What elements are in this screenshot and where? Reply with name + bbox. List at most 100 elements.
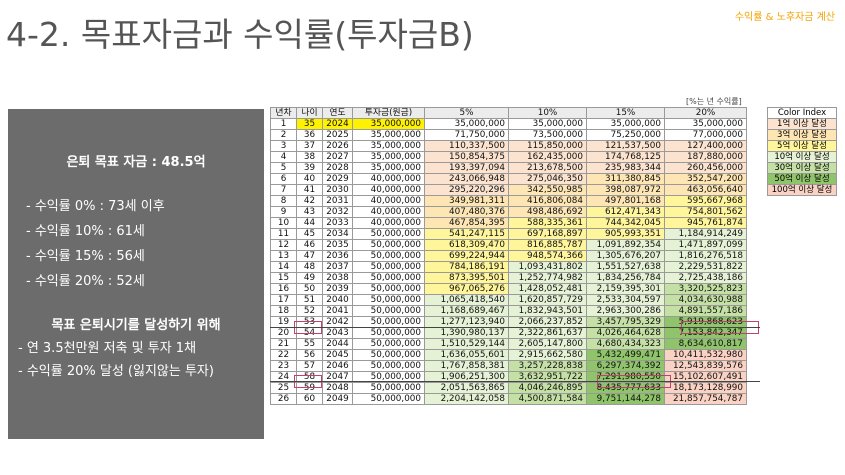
cell-year-index: 5 — [270, 162, 297, 174]
cell-value-5pct: 1,510,529,144 — [424, 338, 509, 350]
table-row: 1 35 2024 35,000,000 35,000,000 35,000,000 35,… — [270, 118, 747, 130]
table-row: 17 51 2040 50,000,000 1,065,418,540 1,620,857… — [270, 294, 747, 306]
cell-age: 40 — [296, 173, 323, 185]
cell-year: 2044 — [322, 338, 353, 350]
cell-age: 56 — [296, 349, 323, 361]
table-row: 3 37 2026 35,000,000 110,337,500 115,850,000 1… — [270, 140, 747, 152]
cell-year-index: 17 — [270, 294, 297, 306]
col-year-index: 년차 — [270, 107, 297, 119]
cell-age: 52 — [296, 305, 323, 317]
cell-principal: 50,000,000 — [352, 327, 425, 339]
cell-year-index: 13 — [270, 250, 297, 262]
cell-year: 2025 — [322, 129, 353, 141]
plan-bullet-1: - 연 3.5천만원 저축 및 투자 1채 — [18, 341, 197, 356]
cell-age: 39 — [296, 162, 323, 174]
cell-year-index: 12 — [270, 239, 297, 251]
rate-line-20: - 수익률 20% : 52세 — [26, 274, 145, 289]
cell-value-10pct: 162,435,000 — [508, 151, 587, 163]
cell-year: 2045 — [322, 349, 353, 361]
legend-item-50eok: 50억 이상 달성 — [767, 173, 837, 185]
cell-year: 2032 — [322, 206, 353, 218]
cell-value-5pct: 110,337,500 — [424, 140, 509, 152]
cell-value-5pct: 967,065,276 — [424, 283, 509, 295]
cell-value-15pct: 311,380,845 — [586, 173, 665, 185]
cell-value-10pct: 73,500,000 — [508, 129, 587, 141]
cell-year: 2028 — [322, 162, 353, 174]
cell-year-index: 25 — [270, 382, 297, 394]
cell-principal: 40,000,000 — [352, 195, 425, 207]
cell-principal: 50,000,000 — [352, 250, 425, 262]
col-rate-5: 5% — [424, 107, 509, 119]
table-row: 15 49 2038 50,000,000 873,395,501 1,252,774,9… — [270, 272, 747, 284]
cell-value-15pct: 35,000,000 — [586, 118, 665, 130]
cell-principal: 35,000,000 — [352, 140, 425, 152]
table-row: 24 58 2047 50,000,000 1,906,251,300 3,632,951… — [270, 371, 747, 383]
cell-value-15pct: 4,680,434,323 — [586, 338, 665, 350]
cell-value-5pct: 1,767,858,381 — [424, 360, 509, 372]
table-row: 11 45 2034 50,000,000 541,247,115 697,168,897… — [270, 228, 747, 240]
cell-value-20pct: 3,320,525,823 — [664, 283, 747, 295]
table-row: 10 44 2033 40,000,000 467,854,395 588,335,361… — [270, 217, 747, 229]
legend-item-1eok: 1억 이상 달성 — [767, 118, 837, 130]
cell-value-5pct: 618,309,470 — [424, 239, 509, 251]
cell-value-5pct: 1,390,980,137 — [424, 327, 509, 339]
cell-year: 2035 — [322, 239, 353, 251]
cell-principal: 50,000,000 — [352, 228, 425, 240]
cell-age: 46 — [296, 239, 323, 251]
cell-value-15pct: 3,457,795,329 — [586, 316, 665, 328]
col-rate-20: 20% — [664, 107, 747, 119]
table-row: 5 39 2028 35,000,000 193,397,094 213,678,500 2… — [270, 162, 747, 174]
table-row: 18 52 2041 50,000,000 1,168,689,467 1,832,943… — [270, 305, 747, 317]
cell-value-5pct: 193,397,094 — [424, 162, 509, 174]
cell-principal: 50,000,000 — [352, 338, 425, 350]
cell-value-5pct: 2,051,563,865 — [424, 382, 509, 394]
cell-principal: 50,000,000 — [352, 393, 425, 405]
cell-year: 2026 — [322, 140, 353, 152]
cell-value-15pct: 2,159,395,301 — [586, 283, 665, 295]
cell-year: 2029 — [322, 173, 353, 185]
cell-principal: 40,000,000 — [352, 184, 425, 196]
col-principal: 투자금(원금) — [352, 107, 425, 119]
cell-year-index: 18 — [270, 305, 297, 317]
cell-value-10pct: 35,000,000 — [508, 118, 587, 130]
cell-year-index: 14 — [270, 261, 297, 273]
cell-value-5pct: 1,636,055,601 — [424, 349, 509, 361]
cell-value-20pct: 127,400,000 — [664, 140, 747, 152]
table-row: 22 56 2045 50,000,000 1,636,055,601 2,915,662… — [270, 349, 747, 361]
cell-year-index: 16 — [270, 283, 297, 295]
cell-year: 2024 — [322, 118, 353, 130]
cell-year: 2049 — [322, 393, 353, 405]
cell-age: 44 — [296, 217, 323, 229]
cell-value-15pct: 75,250,000 — [586, 129, 665, 141]
cell-age: 55 — [296, 338, 323, 350]
cell-year: 2034 — [322, 228, 353, 240]
cell-value-10pct: 816,885,787 — [508, 239, 587, 251]
cell-value-10pct: 115,850,000 — [508, 140, 587, 152]
cell-age: 48 — [296, 261, 323, 273]
cell-principal: 50,000,000 — [352, 305, 425, 317]
cell-value-10pct: 948,574,366 — [508, 250, 587, 262]
cell-value-15pct: 497,801,168 — [586, 195, 665, 207]
cell-principal: 35,000,000 — [352, 118, 425, 130]
cell-principal: 50,000,000 — [352, 283, 425, 295]
cell-value-5pct: 1,277,123,940 — [424, 316, 509, 328]
table-row: 8 42 2031 40,000,000 349,981,311 416,806,084 4… — [270, 195, 747, 207]
cell-age: 50 — [296, 283, 323, 295]
table-row: 23 57 2046 50,000,000 1,767,858,381 3,257,228… — [270, 360, 747, 372]
cell-value-10pct: 416,806,084 — [508, 195, 587, 207]
cell-value-15pct: 235,983,344 — [586, 162, 665, 174]
goal-amount-label: 은퇴 목표 자금 : 48.5억 — [66, 155, 206, 170]
cell-age: 41 — [296, 184, 323, 196]
cell-value-15pct: 121,537,500 — [586, 140, 665, 152]
section-label: 수익률 & 노후자금 계산 — [734, 12, 835, 23]
cell-value-15pct: 905,993,351 — [586, 228, 665, 240]
strike-line-age-52 — [270, 327, 760, 328]
cell-value-20pct: 595,667,968 — [664, 195, 747, 207]
cell-value-20pct: 8,634,610,817 — [664, 338, 747, 350]
cell-value-20pct: 2,229,531,822 — [664, 261, 747, 273]
table-row: 6 40 2029 40,000,000 243,066,948 275,046,350 3… — [270, 173, 747, 185]
table-row: 14 48 2037 50,000,000 784,186,191 1,093,431,8… — [270, 261, 747, 273]
cell-year: 2036 — [322, 250, 353, 262]
rate-line-0: - 수익률 0% : 73세 이후 — [26, 199, 165, 214]
cell-principal: 50,000,000 — [352, 272, 425, 284]
